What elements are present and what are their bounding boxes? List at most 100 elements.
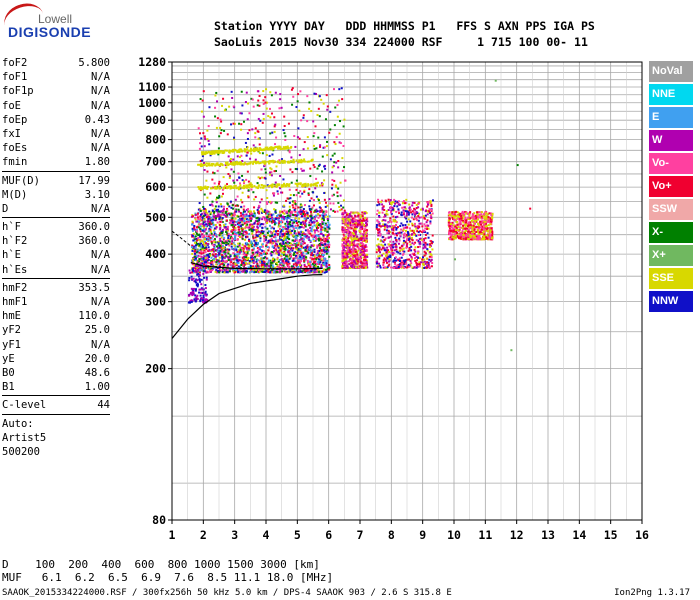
echo-point	[450, 224, 453, 227]
echo-point	[345, 261, 348, 264]
echo-point	[454, 234, 457, 237]
echo-point	[267, 239, 270, 242]
echo-point	[328, 215, 331, 218]
echo-point	[451, 211, 454, 214]
echo-point	[230, 261, 233, 264]
echo-point	[304, 225, 307, 228]
echo-point	[296, 244, 299, 247]
echo-point	[316, 254, 319, 257]
echo-point	[268, 171, 271, 174]
echo-point	[280, 221, 283, 224]
echo-point	[477, 228, 480, 231]
echo-point	[347, 244, 350, 247]
echo-point	[238, 230, 241, 233]
echo-point	[235, 264, 238, 267]
header-row-labels: Station YYYY DAY DDD HHMMSS P1 FFS S AXN…	[214, 19, 595, 33]
echo-point	[431, 242, 434, 245]
echo-point	[341, 228, 344, 231]
echo-point	[387, 221, 390, 224]
echo-point	[408, 235, 411, 238]
echo-point	[478, 214, 481, 217]
echo-point	[229, 263, 232, 266]
echo-point	[232, 170, 235, 173]
echo-point	[196, 213, 199, 216]
echo-point	[486, 230, 489, 233]
echo-point	[427, 227, 430, 230]
echo-point	[411, 252, 414, 255]
echo-point	[311, 217, 314, 220]
echo-point	[311, 252, 314, 255]
echo-point	[273, 125, 276, 128]
echo-point	[268, 154, 271, 157]
echo-point	[271, 239, 274, 242]
echo-point	[213, 257, 216, 260]
echo-point	[242, 247, 245, 250]
echo-point	[284, 135, 287, 138]
echo-point	[205, 258, 208, 261]
echo-point	[318, 242, 321, 245]
echo-point	[278, 258, 281, 261]
echo-point	[364, 263, 367, 266]
echo-point	[259, 261, 262, 264]
param-separator	[2, 277, 110, 279]
echo-point	[384, 243, 387, 246]
echo-point	[268, 265, 271, 268]
echo-point	[392, 215, 395, 218]
echo-point	[271, 264, 274, 267]
echo-point	[282, 234, 285, 237]
echo-point	[351, 257, 354, 260]
echo-point	[324, 229, 327, 232]
echo-point	[313, 248, 316, 251]
echo-point	[318, 251, 321, 254]
echo-point	[363, 235, 366, 238]
echo-point	[354, 211, 357, 214]
echo-point	[361, 244, 364, 247]
echo-point	[227, 263, 230, 266]
param-key: foF2	[2, 57, 28, 69]
echo-point	[245, 213, 248, 216]
echo-point	[467, 224, 470, 227]
echo-point	[308, 224, 311, 227]
echo-point	[274, 221, 277, 224]
echo-point	[193, 239, 196, 242]
echo-point	[478, 211, 481, 214]
echo-point	[468, 213, 471, 216]
echo-point	[322, 146, 325, 149]
echo-point	[252, 257, 255, 260]
echo-point	[226, 239, 229, 242]
echo-point	[284, 239, 287, 242]
echo-point	[417, 227, 420, 230]
echo-point	[261, 218, 264, 221]
echo-point	[191, 234, 194, 237]
param-value: N/A	[91, 142, 110, 155]
echo-point	[216, 221, 219, 224]
echo-point	[240, 270, 243, 273]
echo-point	[248, 228, 251, 231]
echo-point	[344, 266, 347, 269]
echo-point	[361, 250, 364, 253]
echo-point	[472, 224, 475, 227]
echo-point	[221, 188, 224, 191]
echo-point	[289, 248, 292, 251]
echo-point	[323, 262, 326, 265]
echo-point	[258, 225, 261, 228]
echo-point	[303, 235, 306, 238]
echo-point	[229, 267, 232, 270]
echo-point	[243, 263, 246, 266]
echo-point	[451, 233, 454, 236]
echo-point	[207, 249, 210, 252]
echo-point	[197, 267, 200, 270]
echo-point	[212, 229, 215, 232]
echo-point	[278, 245, 281, 248]
echo-point	[401, 248, 404, 251]
echo-point	[200, 250, 203, 253]
echo-point	[411, 222, 414, 225]
echo-point	[276, 256, 279, 259]
echo-point	[263, 269, 266, 272]
echo-point	[412, 218, 415, 221]
echo-point	[252, 253, 255, 256]
echo-point	[233, 211, 236, 214]
echo-point	[450, 234, 453, 237]
echo-point	[322, 219, 325, 222]
echo-point	[300, 245, 303, 248]
